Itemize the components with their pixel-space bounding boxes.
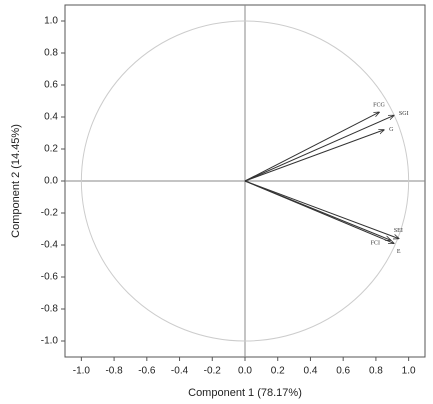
loading-arrow: [244, 115, 394, 182]
loading-arrow: [244, 180, 394, 243]
x-tick-label: -1.0: [73, 366, 91, 377]
loading-arrow: [244, 112, 379, 182]
y-tick-label: -0.4: [41, 240, 59, 251]
x-tick-label: 0.6: [336, 366, 350, 377]
x-tick-label: -0.4: [171, 366, 189, 377]
vector-label: SGI: [399, 111, 409, 117]
y-tick-label: -0.8: [41, 304, 59, 315]
x-tick-label: 0.0: [238, 366, 252, 377]
x-tick-label: 0.8: [369, 366, 383, 377]
vector-label: FCG: [373, 103, 385, 109]
x-tick-label: -0.6: [138, 366, 156, 377]
y-tick-label: 1.0: [44, 16, 58, 27]
vector-label: FCI: [371, 241, 380, 247]
y-axis-title: Component 2 (14.45%): [10, 124, 22, 238]
unit-circle: [80, 20, 410, 342]
y-tick-label: 0.6: [44, 80, 58, 91]
y-tick-label: 0.4: [44, 112, 58, 123]
y-tick-label: 0.8: [44, 48, 58, 59]
y-tick-label: -0.2: [41, 208, 59, 219]
y-tick-label: -1.0: [41, 336, 59, 347]
y-tick-label: 0.0: [44, 176, 58, 187]
y-tick-label: -0.6: [41, 272, 59, 283]
x-tick-label: 1.0: [402, 366, 416, 377]
vector-label: SEI: [394, 228, 403, 234]
x-tick-label: -0.2: [204, 366, 222, 377]
x-tick-label: 0.2: [271, 366, 285, 377]
loading-arrow: [244, 180, 399, 239]
x-tick-label: 0.4: [304, 366, 318, 377]
vector-label: G: [389, 127, 394, 133]
loading-arrow: [244, 130, 384, 182]
x-tick-label: -0.8: [105, 366, 123, 377]
y-tick-label: 0.2: [44, 144, 58, 155]
vector-label: E: [397, 249, 401, 255]
x-axis-title: Component 1 (78.17%): [188, 387, 302, 399]
